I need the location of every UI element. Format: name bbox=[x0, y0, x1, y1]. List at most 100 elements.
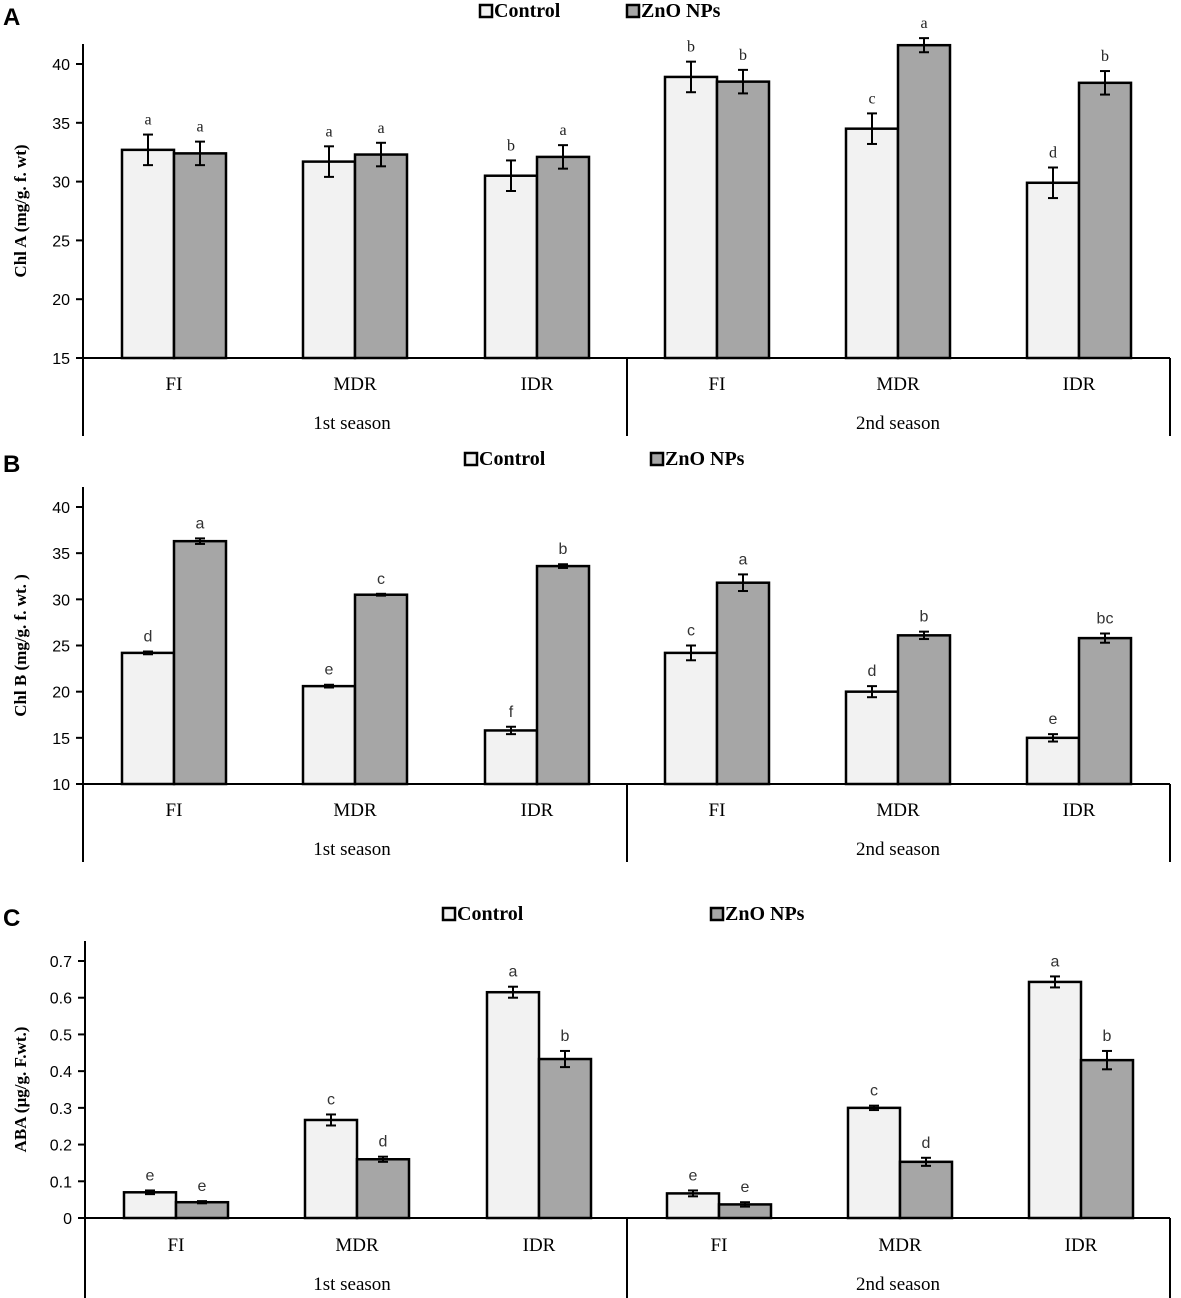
significance-letter: a bbox=[325, 123, 332, 140]
y-tick-label: 30 bbox=[52, 592, 70, 609]
bar-zno bbox=[1077, 636, 1133, 786]
significance-letter: b bbox=[1101, 48, 1109, 65]
bar-control bbox=[301, 160, 357, 360]
category-label: IDR bbox=[523, 1235, 556, 1256]
legend-swatch-zno bbox=[649, 451, 665, 467]
y-tick-label: 15 bbox=[52, 351, 70, 368]
category-label: IDR bbox=[521, 800, 554, 821]
y-tick-label: 0.3 bbox=[50, 1101, 72, 1118]
category-label: FI bbox=[711, 1235, 728, 1256]
significance-letter: bc bbox=[1097, 610, 1114, 627]
season-label: 1st season bbox=[313, 1274, 391, 1295]
bar-control bbox=[301, 684, 357, 786]
bar-control bbox=[844, 690, 900, 786]
significance-letter: a bbox=[509, 964, 518, 981]
bar-zno bbox=[353, 593, 409, 786]
bar-control bbox=[485, 990, 541, 1220]
bar-zno bbox=[355, 1158, 411, 1220]
legend: Control ZnO NPs bbox=[478, 0, 721, 22]
y-tick-label: 15 bbox=[52, 731, 70, 748]
significance-letter: b bbox=[559, 541, 568, 558]
significance-letter: e bbox=[741, 1179, 750, 1196]
y-tick-label: 25 bbox=[52, 233, 70, 250]
legend-swatch-zno bbox=[709, 906, 725, 922]
category-label: FI bbox=[168, 1235, 185, 1256]
significance-letter: d bbox=[379, 1134, 388, 1151]
legend-swatch-control bbox=[478, 3, 494, 19]
bar-zno bbox=[715, 581, 771, 786]
y-tick-label: 40 bbox=[52, 57, 70, 74]
significance-letter: c bbox=[377, 571, 385, 588]
y-tick-label: 0.6 bbox=[50, 991, 72, 1008]
category-label: FI bbox=[166, 800, 183, 821]
panel-label: C bbox=[3, 905, 20, 932]
bar-zno bbox=[715, 80, 771, 360]
bar-control bbox=[120, 651, 176, 786]
legend-label-zno: ZnO NPs bbox=[665, 448, 745, 470]
bar-control bbox=[303, 1118, 359, 1220]
significance-letter: c bbox=[327, 1091, 335, 1108]
bar-zno bbox=[535, 564, 591, 786]
chart-panel-B: B Control ZnO NPs Chl B (mg/g. f. wt. ) 10 15… bbox=[3, 448, 1171, 862]
bar-control bbox=[483, 729, 539, 786]
bar-zno bbox=[1077, 81, 1133, 360]
bar-control bbox=[122, 1191, 178, 1220]
significance-letter: a bbox=[144, 112, 151, 129]
category-label: MDR bbox=[876, 800, 920, 821]
y-tick-label: 35 bbox=[52, 116, 70, 133]
bar-zno bbox=[1079, 1058, 1135, 1220]
significance-letter: a bbox=[377, 120, 384, 137]
significance-letter: b bbox=[739, 47, 747, 64]
legend-label-control: Control bbox=[494, 0, 561, 22]
category-label: IDR bbox=[1065, 1235, 1098, 1256]
significance-letter: b bbox=[920, 609, 929, 626]
bar-control bbox=[1025, 736, 1081, 786]
category-label: FI bbox=[166, 374, 183, 395]
significance-letter: b bbox=[561, 1028, 570, 1045]
y-tick-label: 0.1 bbox=[50, 1174, 72, 1191]
legend-swatch-control bbox=[463, 451, 479, 467]
y-tick-label: 10 bbox=[52, 777, 70, 794]
bar-zno bbox=[535, 155, 591, 360]
category-label: MDR bbox=[335, 1235, 379, 1256]
significance-letter: a bbox=[920, 15, 927, 32]
significance-letter: e bbox=[198, 1178, 207, 1195]
legend-label-zno: ZnO NPs bbox=[641, 0, 721, 22]
bar-control bbox=[663, 651, 719, 786]
significance-letter: e bbox=[1049, 711, 1058, 728]
significance-letter: c bbox=[870, 1083, 878, 1100]
bar-zno bbox=[174, 1200, 230, 1220]
season-label: 1st season bbox=[313, 413, 391, 434]
y-tick-label: 0.5 bbox=[50, 1027, 72, 1044]
legend-label-control: Control bbox=[457, 903, 524, 925]
panel-label: A bbox=[3, 4, 20, 31]
y-tick-label: 0 bbox=[63, 1211, 72, 1228]
chart-panel-C: C Control ZnO NPs ABA (µg/g. F.wt.) 0 0.1 0.2 0… bbox=[3, 903, 1171, 1298]
bar-control bbox=[663, 75, 719, 360]
y-axis-label: Chl A (mg/g. f. wt) bbox=[11, 144, 30, 277]
season-label: 2nd season bbox=[856, 839, 940, 860]
category-label: MDR bbox=[333, 800, 377, 821]
bar-zno bbox=[898, 1160, 954, 1220]
significance-letter: a bbox=[559, 122, 566, 139]
y-tick-label: 40 bbox=[52, 500, 70, 517]
category-label: IDR bbox=[1063, 374, 1096, 395]
legend: Control ZnO NPs bbox=[441, 903, 805, 925]
significance-letter: b bbox=[687, 39, 695, 56]
y-tick-label: 20 bbox=[52, 685, 70, 702]
bar-control bbox=[1025, 181, 1081, 360]
season-label: 2nd season bbox=[856, 413, 940, 434]
significance-letter: d bbox=[1049, 144, 1057, 161]
y-tick-label: 0.2 bbox=[50, 1138, 72, 1155]
y-tick-label: 0.7 bbox=[50, 954, 72, 971]
significance-letter: a bbox=[196, 119, 203, 136]
bar-zno bbox=[537, 1057, 593, 1220]
significance-letter: b bbox=[1103, 1028, 1112, 1045]
y-tick-label: 0.4 bbox=[50, 1064, 72, 1081]
panel-label: B bbox=[3, 451, 20, 478]
season-label: 1st season bbox=[313, 839, 391, 860]
category-label: MDR bbox=[876, 374, 920, 395]
bar-zno bbox=[172, 539, 228, 786]
y-tick-label: 25 bbox=[52, 639, 70, 656]
category-label: MDR bbox=[878, 1235, 922, 1256]
